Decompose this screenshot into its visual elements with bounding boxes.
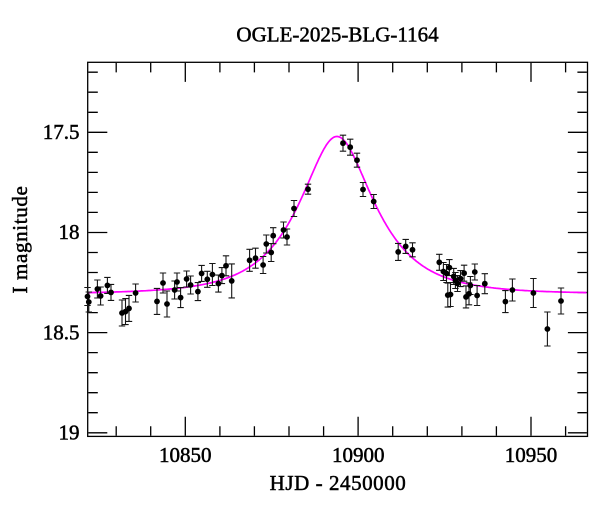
svg-text:I magnitude: I magnitude xyxy=(8,185,32,293)
svg-text:18.5: 18.5 xyxy=(43,320,80,344)
svg-text:OGLE-2025-BLG-1164: OGLE-2025-BLG-1164 xyxy=(236,23,439,47)
svg-text:19: 19 xyxy=(59,420,80,444)
svg-text:10850: 10850 xyxy=(159,443,212,467)
svg-text:10950: 10950 xyxy=(505,443,558,467)
svg-text:10900: 10900 xyxy=(332,443,385,467)
svg-text:HJD - 2450000: HJD - 2450000 xyxy=(270,471,407,495)
svg-text:18: 18 xyxy=(59,220,80,244)
svg-text:17.5: 17.5 xyxy=(43,120,80,144)
